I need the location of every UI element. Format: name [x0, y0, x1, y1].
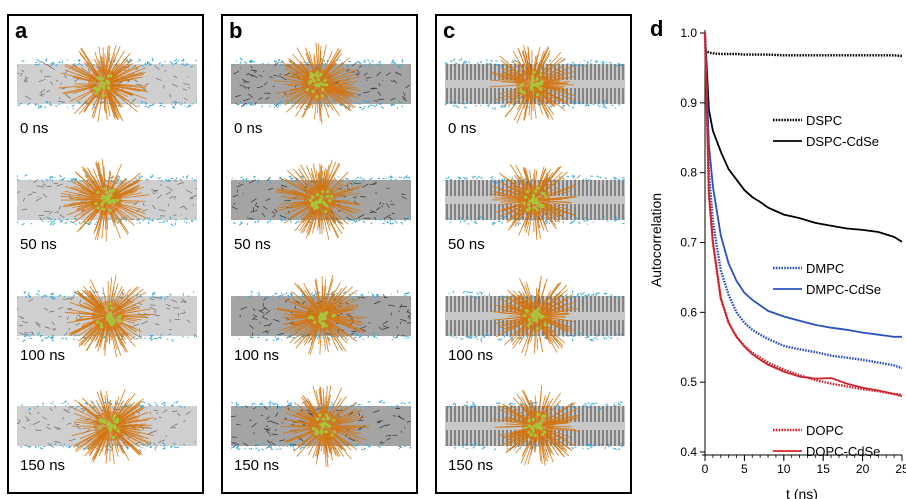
y-tick-label: 0.9 [680, 96, 697, 110]
panel-b: b 0 ns 50 ns 100 ns 150 ns [221, 14, 418, 494]
x-tick-label: 25 [895, 462, 906, 476]
snapshot-0 [445, 45, 625, 124]
legend-label: DOPC-CdSe [806, 444, 880, 459]
autocorrelation-chart: d 0.4 0.5 0.6 0.7 0.8 0.9 1.0 0 5 10 15 20 25 DSPC DS… [648, 16, 906, 499]
series-line-dmpc [703, 32, 903, 370]
legend-label: DSPC [806, 113, 842, 128]
panel-letter: b [229, 18, 243, 43]
snapshot-3 [445, 384, 625, 466]
legend-label: DMPC [806, 261, 844, 276]
time-label: 50 ns [18, 236, 59, 253]
time-label: 0 ns [18, 120, 51, 137]
y-tick-label: 0.5 [680, 375, 697, 389]
panel-c: c 0 ns 50 ns 100 ns 150 ns [435, 14, 632, 494]
time-label: 50 ns [232, 236, 273, 253]
snapshot-1 [231, 159, 411, 240]
y-axis-label: Autocorrelation [648, 193, 664, 287]
panel-letter: d [650, 16, 663, 41]
snapshot-1 [17, 158, 197, 242]
panel-letter: c [443, 18, 456, 43]
legend-label: DOPC [806, 423, 844, 438]
x-tick-label: 10 [777, 462, 791, 476]
snapshot-2 [231, 275, 411, 355]
y-tick-label: 0.7 [680, 236, 697, 250]
y-tick-label: 0.6 [680, 305, 697, 319]
y-tick-label: 1.0 [680, 26, 697, 40]
time-label: 0 ns [446, 120, 479, 137]
x-axis-label: t (ns) [786, 486, 818, 499]
series-line-dspc [704, 49, 903, 58]
panel-a: a 0 ns 50 ns 100 ns 150 ns [7, 14, 204, 494]
series-line-dopc [703, 32, 903, 396]
x-tick-label: 0 [702, 462, 709, 476]
x-tick-label: 15 [817, 462, 831, 476]
time-label: 100 ns [18, 347, 68, 364]
time-label: 100 ns [232, 347, 282, 364]
snapshot-0 [231, 42, 411, 125]
y-tick-label: 0.4 [680, 445, 697, 459]
snapshot-0 [17, 45, 197, 123]
time-label: 150 ns [18, 457, 68, 474]
x-tick-label: 20 [856, 462, 870, 476]
series-line-dspc-cdse [704, 32, 903, 243]
snapshot-2 [17, 275, 197, 358]
snapshot-1 [445, 163, 625, 241]
legend-label: DSPC-CdSe [806, 134, 879, 149]
series-line-dopc-cdse [704, 32, 903, 397]
snapshot-2 [445, 275, 625, 357]
time-label: 150 ns [446, 457, 496, 474]
time-label: 150 ns [232, 457, 282, 474]
time-label: 50 ns [446, 236, 487, 253]
y-tick-label: 0.8 [680, 166, 697, 180]
snapshot-3 [231, 385, 411, 468]
snapshot-3 [17, 389, 197, 465]
x-tick-label: 5 [741, 462, 748, 476]
panel-letter: a [15, 18, 28, 43]
legend-label: DMPC-CdSe [806, 282, 881, 297]
time-label: 100 ns [446, 347, 496, 364]
series-line-dmpc-cdse [704, 32, 902, 338]
time-label: 0 ns [232, 120, 265, 137]
